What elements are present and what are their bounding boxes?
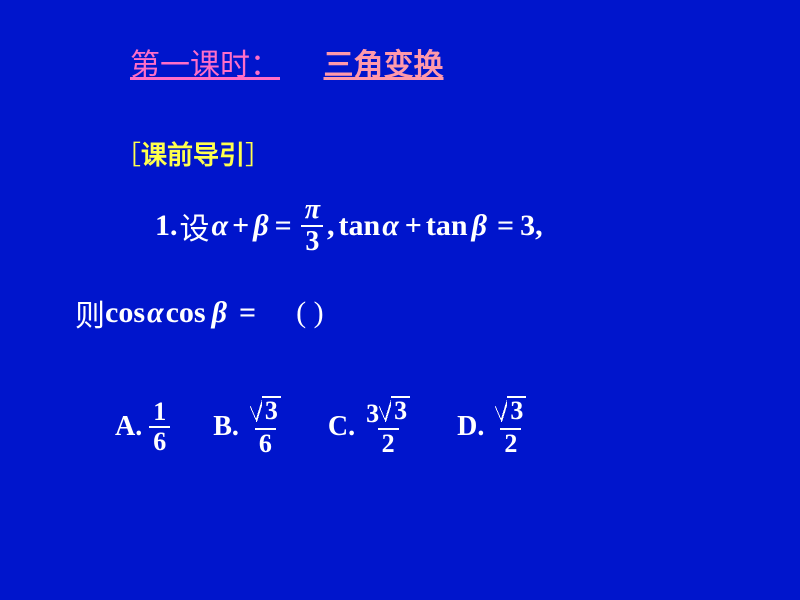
- choice-a-label: A.: [115, 411, 142, 443]
- choice-a-frac: 1 6: [149, 398, 170, 456]
- comma-1: ,: [327, 209, 335, 243]
- choice-d-label: D.: [457, 411, 484, 443]
- choice-c-num: 33: [362, 395, 414, 428]
- var-beta: β: [253, 209, 268, 243]
- var-alpha: α: [212, 209, 229, 243]
- op-eq-3: =: [239, 296, 256, 330]
- section-subheader: ［课前导引］: [115, 135, 271, 172]
- choice-b-den: 6: [255, 428, 276, 458]
- var-beta-3: β: [212, 296, 227, 330]
- op-plus: +: [232, 209, 249, 243]
- var-beta-2: β: [472, 209, 487, 243]
- text-then: 则: [75, 291, 105, 335]
- choice-b: B. 3 6: [213, 395, 288, 458]
- subheader-text: 课前导引: [141, 141, 245, 170]
- problem-number: 1.: [155, 209, 178, 243]
- frac-pi-over-3: π 3: [301, 195, 324, 257]
- value-3: 3: [520, 209, 535, 243]
- choice-b-num: 3: [246, 395, 285, 428]
- problem-statement: 1. 设 α + β = π 3 , tan α + tan β = 3 , 则…: [75, 195, 543, 335]
- close-bracket: ］: [245, 141, 271, 170]
- choice-a-den: 6: [149, 426, 170, 456]
- choice-c-label: C.: [328, 411, 355, 443]
- choice-d: D. 3 2: [457, 395, 533, 458]
- choice-c: C. 33 2: [328, 395, 417, 458]
- op-eq-1: =: [275, 209, 292, 243]
- var-alpha-3: α: [147, 296, 164, 330]
- choice-d-frac: 3 2: [491, 395, 530, 458]
- lesson-topic-title: 三角变换: [324, 49, 444, 82]
- answer-blank: ( ): [296, 296, 323, 330]
- lesson-number-title: 第一课时：: [130, 49, 280, 82]
- frac-num: π: [301, 195, 324, 225]
- answer-choices: A. 1 6 B. 3 6 C. 33 2 D. 3 2: [115, 395, 533, 458]
- choice-d-num: 3: [491, 395, 530, 428]
- choice-c-frac: 33 2: [362, 395, 414, 458]
- choice-c-den: 2: [378, 428, 399, 458]
- choice-b-frac: 3 6: [246, 395, 285, 458]
- frac-den: 3: [301, 225, 323, 257]
- op-eq-2: =: [497, 209, 514, 243]
- op-plus-2: +: [405, 209, 422, 243]
- choice-a: A. 1 6: [115, 395, 173, 458]
- choice-d-den: 2: [500, 428, 521, 458]
- fn-cos-1: cos: [105, 296, 145, 330]
- fn-tan-2: tan: [426, 209, 468, 243]
- open-bracket: ［: [115, 141, 141, 170]
- choice-b-label: B.: [213, 411, 239, 443]
- var-alpha-2: α: [382, 209, 399, 243]
- text-given: 设: [180, 204, 210, 248]
- fn-tan-1: tan: [339, 209, 381, 243]
- comma-2: ,: [535, 209, 543, 243]
- choice-a-num: 1: [149, 398, 170, 426]
- fn-cos-2: cos: [166, 296, 206, 330]
